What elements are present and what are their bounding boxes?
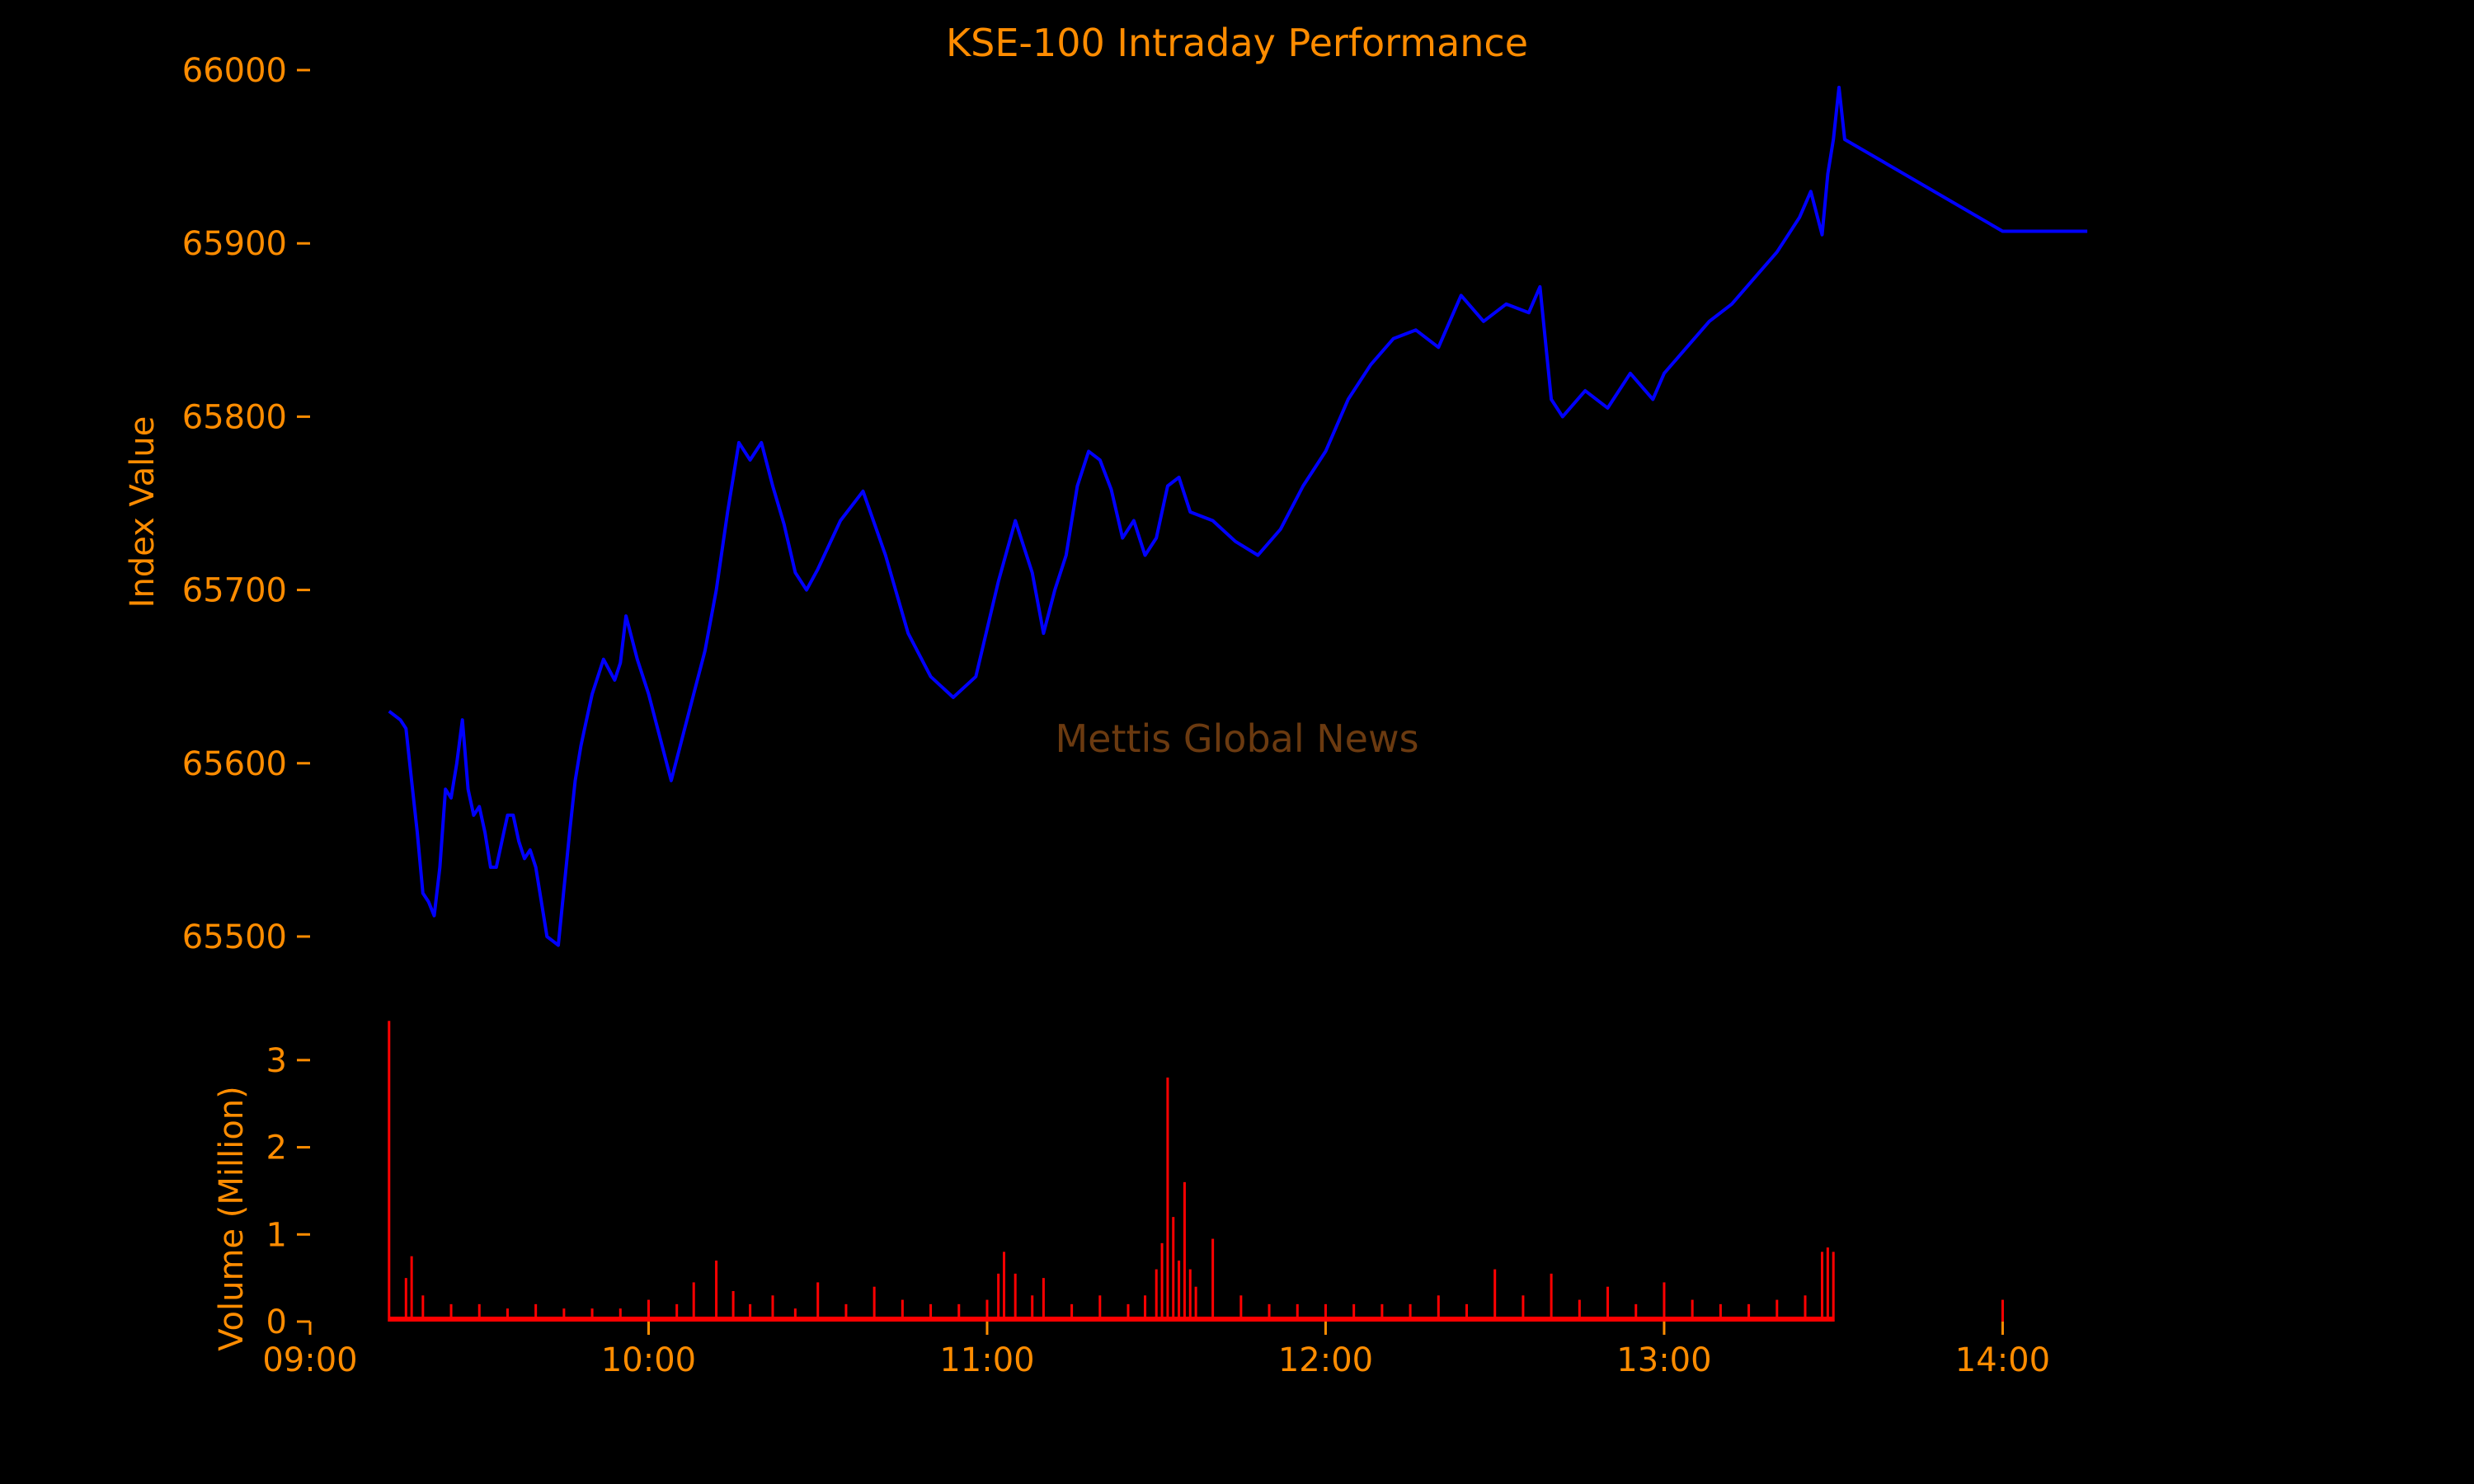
volume-bar xyxy=(1437,1295,1440,1322)
index-y-axis: 65500 65600 65700 65800 65900 66000 xyxy=(182,52,310,956)
volume-bar xyxy=(1160,1242,1164,1322)
volume-bar xyxy=(1003,1252,1005,1322)
x-tick-label: 09:00 xyxy=(262,1341,357,1379)
volume-bar xyxy=(449,1303,453,1322)
volume-bar xyxy=(793,1308,797,1322)
volume-bar xyxy=(1380,1303,1384,1322)
watermark-text: Mettis Global News xyxy=(1055,716,1418,761)
volume-bar xyxy=(1826,1247,1829,1322)
volume-bar xyxy=(1522,1295,1525,1322)
volume-bar xyxy=(1031,1295,1034,1322)
volume-bar xyxy=(1352,1303,1356,1322)
volume-bar xyxy=(1804,1295,1807,1322)
x-tick-label: 10:00 xyxy=(601,1341,696,1379)
volume-bar xyxy=(477,1303,481,1322)
volume-bar xyxy=(901,1299,904,1322)
x-tick-label: 14:00 xyxy=(1955,1341,2050,1379)
volume-bar xyxy=(1098,1295,1102,1322)
volume-bar xyxy=(647,1299,650,1322)
volume-bar xyxy=(421,1295,425,1322)
volume-bar xyxy=(388,1021,391,1322)
volume-y-tick-label: 1 xyxy=(266,1216,287,1254)
volume-bars xyxy=(388,1021,2004,1322)
volume-bar xyxy=(1465,1303,1468,1322)
volume-bar xyxy=(1178,1261,1181,1322)
volume-bar xyxy=(404,1278,407,1322)
volume-bar xyxy=(1663,1282,1666,1322)
volume-baseline-band xyxy=(388,1317,1834,1322)
volume-bar xyxy=(1821,1252,1824,1322)
volume-bar xyxy=(957,1303,961,1322)
volume-bar xyxy=(715,1261,718,1322)
volume-bar xyxy=(506,1308,509,1322)
volume-y-tick-label: 0 xyxy=(266,1303,287,1341)
time-x-axis: 09:00 10:00 11:00 12:00 13:00 14:00 xyxy=(262,1322,2050,1379)
index-y-tick-label: 65600 xyxy=(182,745,287,783)
index-series-line xyxy=(388,86,2088,947)
volume-bar xyxy=(1324,1303,1327,1322)
volume-bar xyxy=(2001,1299,2004,1322)
volume-bar xyxy=(731,1291,735,1322)
volume-bar xyxy=(1606,1286,1610,1322)
volume-bar xyxy=(1578,1299,1581,1322)
volume-bar xyxy=(1172,1217,1175,1322)
volume-y-tick-label: 3 xyxy=(266,1042,287,1080)
volume-bar xyxy=(1014,1273,1017,1322)
volume-bar xyxy=(1691,1299,1694,1322)
volume-bar xyxy=(1070,1303,1074,1322)
chart-title: KSE-100 Intraday Performance xyxy=(946,21,1528,65)
volume-bar xyxy=(562,1308,566,1322)
volume-bar xyxy=(1719,1303,1722,1322)
x-tick-label: 12:00 xyxy=(1278,1341,1373,1379)
volume-bar xyxy=(1042,1278,1045,1322)
volume-bar xyxy=(929,1303,933,1322)
volume-bar xyxy=(675,1303,679,1322)
volume-bar xyxy=(1194,1286,1197,1322)
index-y-tick-label: 65900 xyxy=(182,225,287,263)
volume-bar xyxy=(1634,1303,1638,1322)
volume-bar xyxy=(816,1282,820,1322)
index-y-tick-label: 65500 xyxy=(182,918,287,956)
volume-bar xyxy=(1296,1303,1299,1322)
volume-bar xyxy=(1126,1303,1130,1322)
volume-bar xyxy=(1832,1252,1835,1322)
volume-bar xyxy=(997,1273,1000,1322)
volume-y-axis: 0 1 2 3 xyxy=(266,1042,310,1341)
volume-bar xyxy=(1155,1269,1158,1322)
volume-bar xyxy=(1183,1181,1186,1322)
volume-bar xyxy=(872,1286,876,1322)
index-y-axis-label: Index Value xyxy=(124,416,162,608)
index-y-tick-label: 65700 xyxy=(182,572,287,610)
x-tick-label: 13:00 xyxy=(1616,1341,1711,1379)
volume-bar xyxy=(618,1308,622,1322)
volume-bar xyxy=(985,1299,989,1322)
volume-bar xyxy=(771,1295,774,1322)
volume-bar xyxy=(1188,1269,1192,1322)
index-y-tick-label: 65800 xyxy=(182,398,287,436)
volume-bar xyxy=(1211,1238,1215,1322)
volume-bar xyxy=(844,1303,848,1322)
volume-bar xyxy=(1166,1078,1169,1322)
volume-bar xyxy=(410,1256,413,1322)
volume-bar xyxy=(1144,1295,1147,1322)
volume-bar xyxy=(1409,1303,1412,1322)
volume-y-tick-label: 2 xyxy=(266,1129,287,1167)
volume-bar xyxy=(1493,1269,1497,1322)
volume-bar xyxy=(749,1303,752,1322)
volume-bar xyxy=(1776,1299,1779,1322)
volume-bar xyxy=(590,1308,594,1322)
x-tick-label: 11:00 xyxy=(939,1341,1034,1379)
volume-bar xyxy=(1268,1303,1271,1322)
volume-bar xyxy=(534,1303,538,1322)
volume-bar xyxy=(692,1282,695,1322)
volume-bar xyxy=(1239,1295,1243,1322)
volume-bar xyxy=(1550,1273,1553,1322)
volume-y-axis-label: Volume (Million) xyxy=(213,1086,251,1350)
volume-bar xyxy=(1747,1303,1751,1322)
index-y-tick-label: 66000 xyxy=(182,52,287,90)
